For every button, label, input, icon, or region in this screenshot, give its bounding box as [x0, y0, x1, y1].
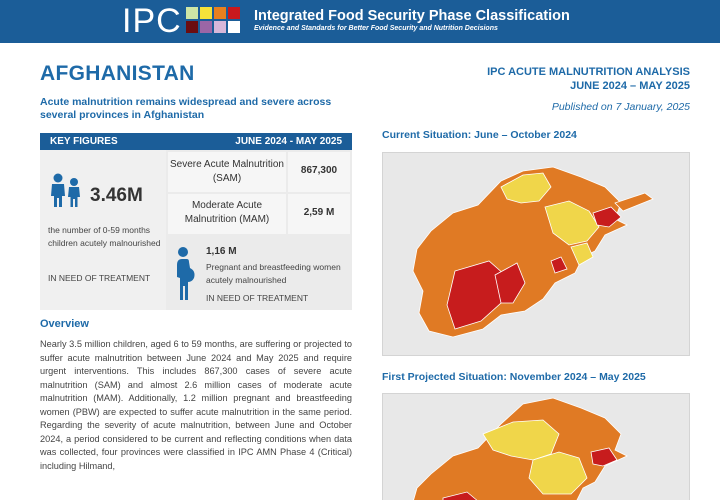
ipc-square-1 — [200, 7, 212, 19]
header-title: Integrated Food Security Phase Classific… — [254, 8, 570, 24]
pbw-need-label: IN NEED OF TREATMENT — [206, 293, 309, 303]
phase2-central — [544, 200, 600, 246]
sam-value: 867,300 — [300, 165, 338, 176]
header-band — [0, 0, 720, 43]
pbw-description: Pregnant and breastfeeding women acutely… — [206, 262, 341, 285]
ipc-square-0 — [186, 7, 198, 19]
map2-title: First Projected Situation: November 2024… — [382, 371, 646, 383]
children-icon — [51, 173, 80, 207]
ipc-logo: IPC — [122, 2, 182, 40]
children-need-label: IN NEED OF TREATMENT — [48, 273, 151, 283]
phase2-projected-north — [482, 419, 560, 461]
ipc-square-6 — [214, 21, 226, 33]
phase4-kandahar — [494, 262, 526, 304]
phase2-north — [500, 172, 552, 204]
wakhan-corridor — [614, 192, 654, 212]
children-description: the number of 0-59 months children acute… — [48, 225, 161, 248]
ipc-square-7 — [228, 21, 240, 33]
pregnant-woman-icon — [177, 247, 195, 300]
overview-text: Nearly 3.5 million children, aged 6 to 5… — [40, 339, 352, 471]
ipc-square-2 — [214, 7, 226, 19]
ipc-square-5 — [200, 21, 212, 33]
mam-value-cell — [288, 194, 350, 234]
map-projected-situation — [382, 393, 690, 500]
phase4-projected-northeast — [590, 447, 618, 467]
phase2-projected-central — [528, 451, 588, 495]
mam-label: Moderate Acute Malnutrition (MAM) — [184, 200, 270, 225]
phase4-projected-south — [442, 491, 478, 500]
map-current-situation — [382, 152, 690, 356]
key-figures-bar: KEY FIGURES JUNE 2024 - MAY 2025 — [40, 133, 352, 150]
analysis-title-line1: IPC ACUTE MALNUTRITION ANALYSIS — [487, 66, 690, 78]
key-figures-period: JUNE 2024 - MAY 2025 — [235, 136, 342, 147]
header-subtitle: Evidence and Standards for Better Food S… — [254, 25, 498, 32]
mam-label-cell — [168, 194, 286, 234]
mam-value: 2,59 M — [303, 207, 335, 218]
map1-title: Current Situation: June – October 2024 — [382, 129, 577, 141]
published-date: Published on 7 January, 2025 — [551, 101, 690, 113]
phase4-northeast — [592, 206, 622, 228]
phase2-east — [570, 242, 594, 266]
pbw-total: 1,16 M — [206, 246, 237, 257]
country-title: AFGHANISTAN — [40, 62, 195, 85]
children-total: 3.46M — [90, 185, 143, 206]
phase4-central — [550, 256, 568, 274]
sam-label: Severe Acute Malnutrition (SAM) — [170, 159, 284, 184]
key-figures-label: KEY FIGURES — [50, 136, 118, 147]
ipc-square-4 — [186, 21, 198, 33]
phase4-south — [446, 260, 506, 330]
sam-label-cell — [168, 152, 286, 192]
overview-heading: Overview — [40, 318, 89, 330]
analysis-title: IPC ACUTE MALNUTRITION ANALYSIS JUNE 202… — [380, 65, 690, 93]
analysis-period: JUNE 2024 – MAY 2025 — [570, 80, 690, 92]
ipc-color-squares — [186, 7, 240, 33]
sam-value-cell — [288, 152, 350, 192]
ipc-square-3 — [228, 7, 240, 19]
lead-statement: Acute malnutrition remains widespread an… — [40, 96, 332, 121]
